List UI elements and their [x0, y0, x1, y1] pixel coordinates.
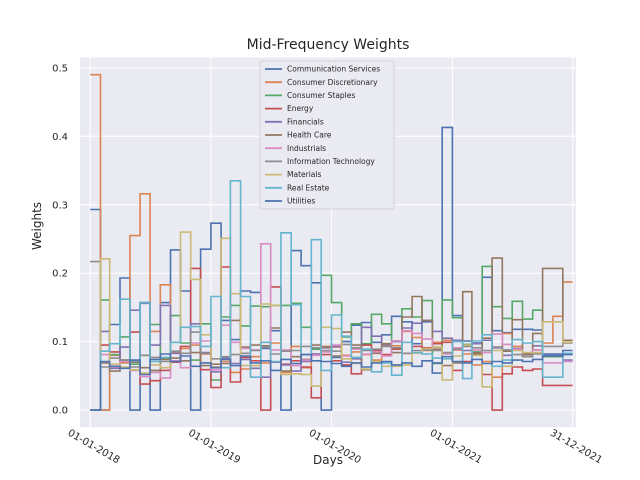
legend-label: Consumer Discretionary: [287, 78, 378, 87]
x-tick-label: 01-01-2021: [428, 428, 484, 467]
series-line-utilities: [90, 353, 573, 411]
legend-box: [259, 60, 395, 210]
legend-label: Communication Services: [287, 65, 380, 74]
x-tick-label: 31-12-2021: [548, 428, 604, 467]
legend: Communication Services Consumer Discretio…: [259, 60, 395, 210]
chart-title: Mid-Frequency Weights: [247, 37, 410, 53]
series-group: [90, 73, 573, 411]
y-tick-label: 0.3: [52, 200, 68, 211]
x-tick-label: 01-01-2018: [66, 428, 122, 467]
y-tick-label: 0.5: [52, 63, 68, 74]
legend-label: Consumer Staples: [287, 91, 355, 100]
legend-label: Utilities: [287, 197, 315, 206]
x-tick-label: 01-01-2019: [186, 428, 242, 467]
x-axis-label: Days: [313, 453, 343, 467]
legend-label: Energy: [287, 104, 314, 113]
y-tick-label: 0.4: [52, 132, 68, 143]
legend-label: Information Technology: [287, 157, 375, 166]
y-tick-label: 0.0: [52, 406, 68, 417]
series-line-real-estate: [90, 180, 573, 411]
series-line-materials: [90, 231, 573, 411]
y-tick-label: 0.2: [52, 269, 68, 280]
legend-label: Health Care: [287, 131, 332, 140]
legend-label: Industrials: [287, 144, 326, 153]
legend-label: Real Estate: [287, 183, 330, 192]
y-axis-label: Weights: [30, 202, 44, 250]
y-tick-label: 0.1: [52, 337, 68, 348]
legend-label: Financials: [287, 117, 324, 126]
y-tick-labels: 0.0 0.1 0.2 0.3 0.4 0.5: [52, 63, 68, 416]
legend-label: Materials: [287, 170, 321, 179]
